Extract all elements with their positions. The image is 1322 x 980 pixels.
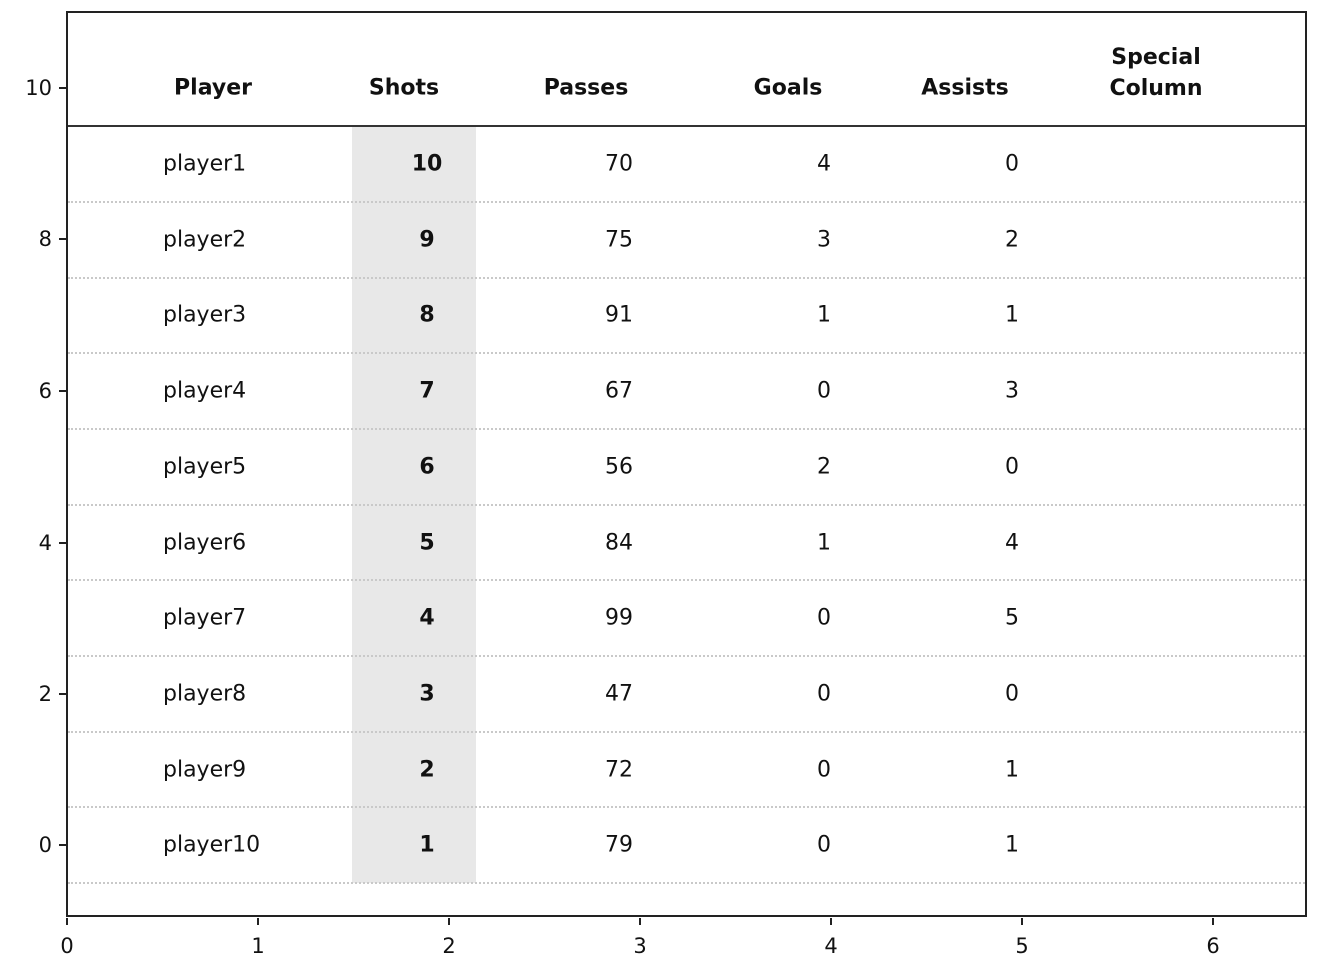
column-header-special-line2: Column bbox=[1109, 76, 1203, 101]
x-tick-mark bbox=[1021, 918, 1023, 925]
assists-value: 2 bbox=[1005, 227, 1019, 253]
y-tick-mark bbox=[59, 390, 66, 392]
x-tick-mark bbox=[66, 918, 68, 925]
x-tick-mark bbox=[448, 918, 450, 925]
y-tick-label: 6 bbox=[38, 379, 52, 403]
shots-value: 1 bbox=[419, 832, 435, 858]
passes-value: 75 bbox=[605, 227, 633, 253]
passes-value: 84 bbox=[605, 530, 633, 556]
shots-value: 9 bbox=[419, 227, 435, 253]
y-tick-mark bbox=[59, 693, 66, 695]
y-tick-label: 2 bbox=[38, 682, 52, 706]
y-tick-label: 0 bbox=[38, 833, 52, 857]
row-separator-line bbox=[68, 579, 1305, 581]
x-tick-label: 6 bbox=[1206, 934, 1220, 958]
y-tick-label: 4 bbox=[38, 531, 52, 555]
assists-value: 0 bbox=[1005, 151, 1019, 177]
player-name: player5 bbox=[163, 454, 247, 480]
row-separator-line bbox=[68, 428, 1305, 430]
y-tick-mark bbox=[59, 844, 66, 846]
x-tick-mark bbox=[639, 918, 641, 925]
x-tick-label: 5 bbox=[1015, 934, 1029, 958]
x-tick-mark bbox=[830, 918, 832, 925]
shots-value: 2 bbox=[419, 757, 435, 783]
x-tick-label: 4 bbox=[824, 934, 838, 958]
assists-value: 4 bbox=[1005, 530, 1019, 556]
shots-value: 4 bbox=[419, 605, 435, 631]
player-name: player3 bbox=[163, 302, 247, 328]
row-separator-line bbox=[68, 352, 1305, 354]
player-name: player6 bbox=[163, 530, 247, 556]
assists-value: 0 bbox=[1005, 681, 1019, 707]
shots-value: 3 bbox=[419, 681, 435, 707]
goals-value: 3 bbox=[817, 227, 831, 253]
shots-value: 8 bbox=[419, 302, 435, 328]
passes-value: 91 bbox=[605, 302, 633, 328]
passes-value: 56 bbox=[605, 454, 633, 480]
player-name: player2 bbox=[163, 227, 247, 253]
row-separator-line bbox=[68, 201, 1305, 203]
plot-frame: Player Shots Passes Goals Assists Specia… bbox=[66, 11, 1307, 917]
goals-value: 0 bbox=[817, 757, 831, 783]
player-name: player7 bbox=[163, 605, 247, 631]
shots-value: 6 bbox=[419, 454, 435, 480]
column-header-shots: Shots bbox=[368, 75, 440, 101]
x-tick-mark bbox=[1212, 918, 1214, 925]
goals-value: 1 bbox=[817, 530, 831, 556]
column-header-assists: Assists bbox=[921, 75, 1009, 101]
shots-value: 10 bbox=[411, 151, 443, 177]
assists-value: 1 bbox=[1005, 832, 1019, 858]
x-tick-label: 1 bbox=[251, 934, 265, 958]
passes-value: 67 bbox=[605, 378, 633, 404]
player-name: player9 bbox=[163, 757, 247, 783]
goals-value: 0 bbox=[817, 378, 831, 404]
assists-value: 5 bbox=[1005, 605, 1019, 631]
player-name: player8 bbox=[163, 681, 247, 707]
shots-value: 7 bbox=[419, 378, 435, 404]
goals-value: 1 bbox=[817, 302, 831, 328]
assists-value: 1 bbox=[1005, 302, 1019, 328]
player-name: player4 bbox=[163, 378, 247, 404]
x-tick-label: 3 bbox=[633, 934, 647, 958]
row-separator-line bbox=[68, 731, 1305, 733]
row-separator-line bbox=[68, 882, 1305, 884]
row-separator-line bbox=[68, 806, 1305, 808]
player-name: player10 bbox=[163, 832, 261, 858]
row-separator-line bbox=[68, 504, 1305, 506]
player-name: player1 bbox=[163, 151, 247, 177]
passes-value: 47 bbox=[605, 681, 633, 707]
goals-value: 0 bbox=[817, 832, 831, 858]
goals-value: 4 bbox=[817, 151, 831, 177]
goals-value: 0 bbox=[817, 681, 831, 707]
column-header-special-line1: Special bbox=[1111, 45, 1201, 70]
y-tick-mark bbox=[59, 87, 66, 89]
goals-value: 0 bbox=[817, 605, 831, 631]
column-header-player: Player bbox=[174, 75, 252, 101]
row-separator-line bbox=[68, 277, 1305, 279]
assists-value: 3 bbox=[1005, 378, 1019, 404]
header-underline bbox=[68, 125, 1305, 127]
y-tick-mark bbox=[59, 238, 66, 240]
goals-value: 2 bbox=[817, 454, 831, 480]
passes-value: 79 bbox=[605, 832, 633, 858]
passes-value: 70 bbox=[605, 151, 633, 177]
assists-value: 0 bbox=[1005, 454, 1019, 480]
column-header-special: Special Column bbox=[1109, 42, 1202, 104]
x-tick-label: 0 bbox=[60, 934, 74, 958]
passes-value: 72 bbox=[605, 757, 633, 783]
x-tick-mark bbox=[257, 918, 259, 925]
column-header-goals: Goals bbox=[753, 75, 823, 101]
passes-value: 99 bbox=[605, 605, 633, 631]
y-tick-label: 10 bbox=[25, 76, 52, 100]
shots-value: 5 bbox=[419, 530, 435, 556]
y-tick-mark bbox=[59, 542, 66, 544]
column-header-passes: Passes bbox=[543, 75, 629, 101]
assists-value: 1 bbox=[1005, 757, 1019, 783]
y-tick-label: 8 bbox=[38, 227, 52, 251]
row-separator-line bbox=[68, 655, 1305, 657]
x-tick-label: 2 bbox=[442, 934, 456, 958]
